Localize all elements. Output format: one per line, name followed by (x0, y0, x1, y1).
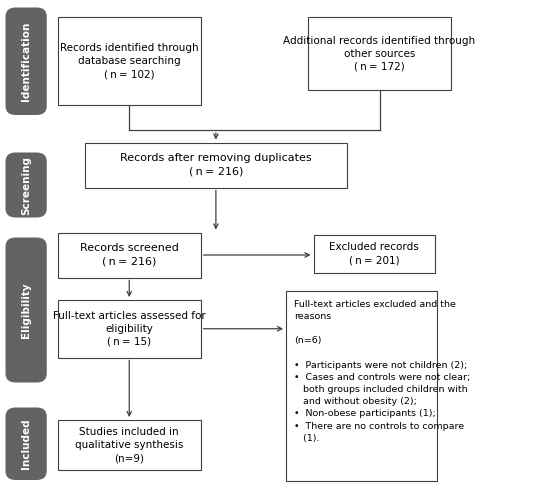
Text: Additional records identified through
other sources
( n = 172): Additional records identified through ot… (283, 36, 476, 72)
FancyBboxPatch shape (6, 408, 47, 480)
FancyBboxPatch shape (6, 8, 47, 115)
Text: Records screened
( n = 216): Records screened ( n = 216) (80, 244, 179, 266)
Text: Identification: Identification (21, 22, 31, 101)
Bar (58, 232, 201, 278)
Bar (58, 18, 201, 105)
Text: Records identified through
database searching
( n = 102): Records identified through database sear… (60, 43, 199, 80)
Bar (58, 300, 201, 358)
FancyBboxPatch shape (6, 238, 47, 382)
Text: Excluded records
( n = 201): Excluded records ( n = 201) (329, 242, 419, 266)
Bar (314, 235, 435, 273)
Text: Screening: Screening (21, 156, 31, 214)
Bar (58, 420, 201, 470)
FancyBboxPatch shape (6, 152, 47, 218)
Text: Studies included in
qualitative synthesis
(n=9): Studies included in qualitative synthesi… (75, 427, 184, 463)
Bar (308, 18, 451, 90)
Bar (85, 142, 346, 188)
Text: Eligibility: Eligibility (21, 282, 31, 338)
Text: Full-text articles assessed for
eligibility
( n = 15): Full-text articles assessed for eligibil… (53, 310, 206, 347)
Text: Records after removing duplicates
( n = 216): Records after removing duplicates ( n = … (120, 154, 312, 176)
Text: Full-text articles excluded and the
reasons

(n=6)

•  Participants were not chi: Full-text articles excluded and the reas… (294, 300, 470, 442)
Bar (286, 291, 437, 481)
Text: Included: Included (21, 418, 31, 469)
